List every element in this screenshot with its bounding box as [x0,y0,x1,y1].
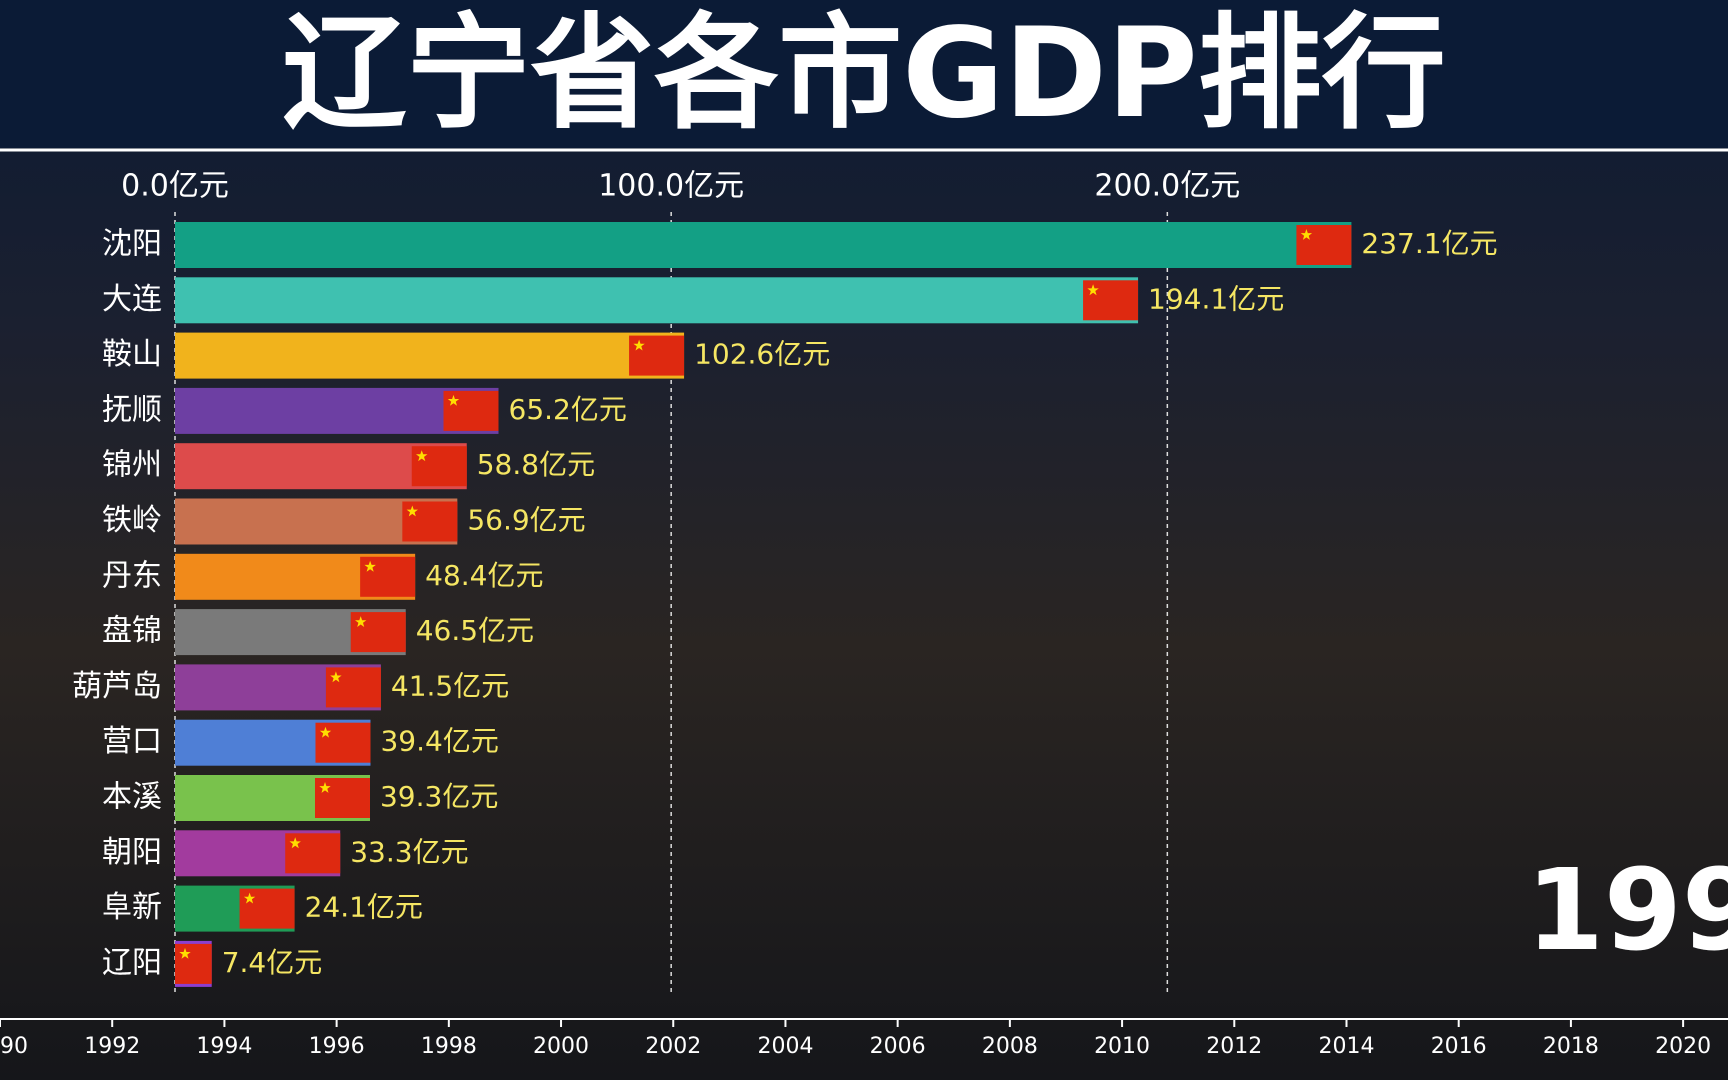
flag-star [179,947,191,959]
flag [325,667,381,708]
category-label: 朝阳 [102,835,162,870]
flag [360,556,416,597]
timeline-label: 2002 [645,1034,701,1059]
value-label: 39.4亿元 [380,725,498,758]
x-tick-label: 0.0亿元 [121,169,229,204]
value-label: 7.4亿元 [222,946,323,979]
timeline-label: 1996 [309,1034,365,1059]
value-label: 48.4亿元 [425,559,543,592]
flag [629,335,685,376]
flag-star [447,394,460,406]
title-band [0,0,1728,148]
value-label: 56.9亿元 [467,504,585,537]
flag-star [406,505,418,517]
timeline-label: 2018 [1543,1034,1599,1059]
flag-star [1087,284,1099,296]
category-label: 阜新 [102,890,162,925]
value-label: 194.1亿元 [1148,282,1284,315]
timeline-label: 1992 [84,1034,140,1059]
category-label: 抚顺 [102,392,162,427]
value-label: 46.5亿元 [416,614,534,647]
timeline-label: 2014 [1318,1034,1374,1059]
category-label: 大连 [102,282,162,317]
flag [1296,225,1352,265]
flag-star [319,726,332,738]
value-label: 41.5亿元 [391,669,509,702]
timeline-label: 1998 [421,1034,477,1059]
flag [314,778,370,818]
current-year: 199 [1526,846,1728,976]
flag [315,722,371,763]
flag [402,501,458,542]
value-label: 237.1亿元 [1361,227,1497,260]
category-label: 营口 [102,724,162,759]
flag-star [364,560,376,572]
category-label: 锦州 [102,448,162,483]
flag-star [633,339,645,351]
flag [443,390,499,431]
category-label: 盘锦 [102,614,162,649]
x-tick-label: 200.0亿元 [1094,169,1240,204]
flag [1083,280,1139,321]
category-label: 葫芦岛 [72,669,162,704]
x-tick-label: 100.0亿元 [598,169,744,204]
value-label: 39.3亿元 [380,780,498,813]
flag-star [319,782,331,793]
flag [350,612,406,653]
value-label: 24.1亿元 [305,891,423,924]
timeline-label: 1994 [196,1034,252,1059]
flag-star [416,450,428,462]
category-label: 辽阳 [102,945,162,980]
timeline-label: 2010 [1094,1034,1150,1059]
flag-star [355,616,367,627]
timeline-label: 2008 [982,1034,1038,1059]
value-label: 58.8亿元 [477,448,595,481]
category-label: 丹东 [102,558,162,593]
category-label: 沈阳 [102,227,162,262]
flag-star [330,671,342,683]
timeline-label: 2020 [1655,1034,1711,1059]
bar [175,332,685,379]
timeline-label: 2016 [1431,1034,1487,1059]
flag [175,943,212,984]
category-label: 铁岭 [102,503,162,538]
flag [411,446,467,487]
flag-star [1300,229,1313,240]
timeline-label: 2006 [870,1034,926,1059]
bar [175,277,1139,324]
value-label: 33.3亿元 [350,835,468,868]
timeline-label: 2004 [757,1034,813,1059]
value-label: 65.2亿元 [509,393,627,426]
category-label: 鞍山 [102,337,162,372]
chart-title: 辽宁省各市GDP排行 [282,2,1446,146]
flag-star [243,892,256,904]
timeline-label: 2000 [533,1034,589,1059]
timeline-label: 1990 [0,1034,28,1059]
bar [175,222,1352,268]
flag-star [289,837,301,849]
timeline-label: 2012 [1206,1034,1262,1059]
category-label: 本溪 [102,780,162,815]
flag [285,833,341,874]
value-label: 102.6亿元 [694,338,830,371]
flag [239,888,295,929]
